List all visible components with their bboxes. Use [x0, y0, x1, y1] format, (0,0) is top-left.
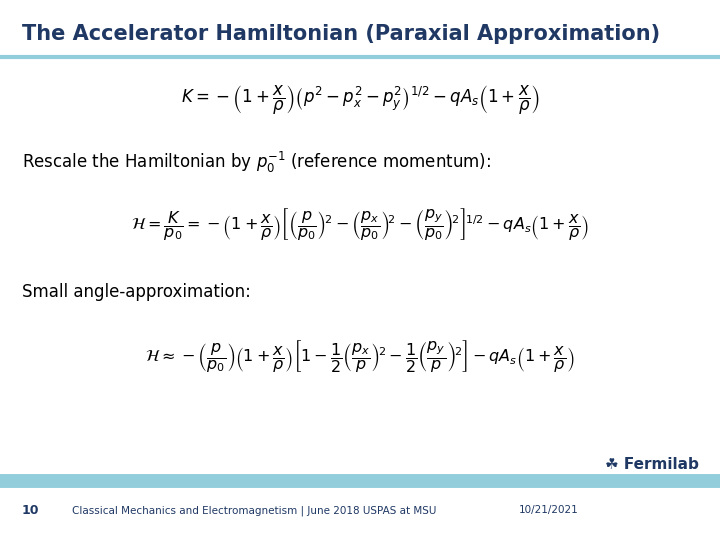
Text: ☘ Fermilab: ☘ Fermilab	[605, 457, 698, 472]
Text: $\mathcal{H} \approx -\left(\dfrac{p}{p_0}\right)\left(1 + \dfrac{x}{\rho}\right: $\mathcal{H} \approx -\left(\dfrac{p}{p_…	[145, 339, 575, 374]
Text: Classical Mechanics and Electromagnetism | June 2018 USPAS at MSU: Classical Mechanics and Electromagnetism…	[72, 505, 436, 516]
Text: Rescale the Hamiltonian by $p_0^{-1}$ (reference momentum):: Rescale the Hamiltonian by $p_0^{-1}$ (r…	[22, 150, 491, 174]
Text: 10/21/2021: 10/21/2021	[518, 505, 578, 515]
Text: The Accelerator Hamiltonian (Paraxial Approximation): The Accelerator Hamiltonian (Paraxial Ap…	[22, 24, 660, 44]
Text: 10: 10	[22, 504, 39, 517]
Text: Small angle-approximation:: Small angle-approximation:	[22, 282, 251, 301]
Text: $\mathcal{H} = \dfrac{K}{p_0} = -\left(1 + \dfrac{x}{\rho}\right)\left[\left(\df: $\mathcal{H} = \dfrac{K}{p_0} = -\left(1…	[131, 206, 589, 242]
Text: $K = -\left(1 + \dfrac{x}{\rho}\right)\left(p^2 - p_x^2 - p_y^2\right)^{1/2} - q: $K = -\left(1 + \dfrac{x}{\rho}\right)\l…	[181, 83, 539, 117]
